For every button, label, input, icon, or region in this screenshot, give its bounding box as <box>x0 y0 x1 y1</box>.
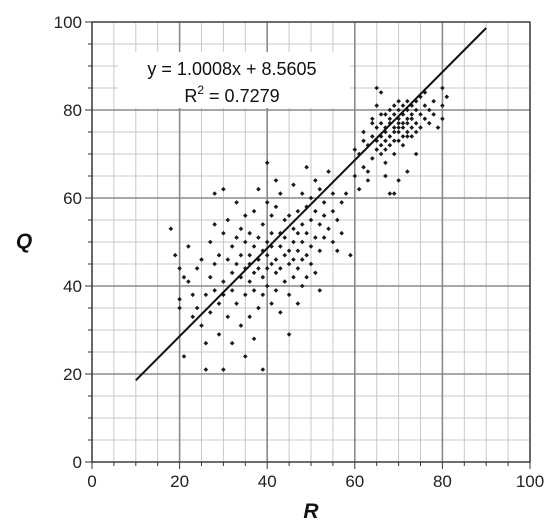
r-squared-value: = 0.7279 <box>204 86 280 106</box>
x-tick-label: 100 <box>516 472 544 491</box>
y-axis: 0 20 40 60 80 100 <box>54 13 92 472</box>
y-tick-label: 40 <box>63 277 82 296</box>
x-tick-label: 60 <box>345 472 364 491</box>
r-squared-prefix: R <box>184 86 197 106</box>
x-axis-title: R <box>303 500 319 523</box>
trendline-equation: y = 1.0008x + 8.5605 <box>147 59 316 79</box>
y-tick-label: 20 <box>63 365 82 384</box>
x-tick-label: 40 <box>258 472 277 491</box>
y-axis-title: Q <box>16 230 32 253</box>
x-tick-label: 80 <box>433 472 452 491</box>
y-tick-label: 100 <box>54 13 82 32</box>
y-tick-label: 0 <box>73 453 82 472</box>
y-tick-label: 80 <box>63 101 82 120</box>
x-tick-label: 0 <box>87 472 96 491</box>
y-tick-label: 60 <box>63 189 82 208</box>
x-axis: 0 20 40 60 80 100 <box>87 462 544 491</box>
x-tick-label: 20 <box>170 472 189 491</box>
